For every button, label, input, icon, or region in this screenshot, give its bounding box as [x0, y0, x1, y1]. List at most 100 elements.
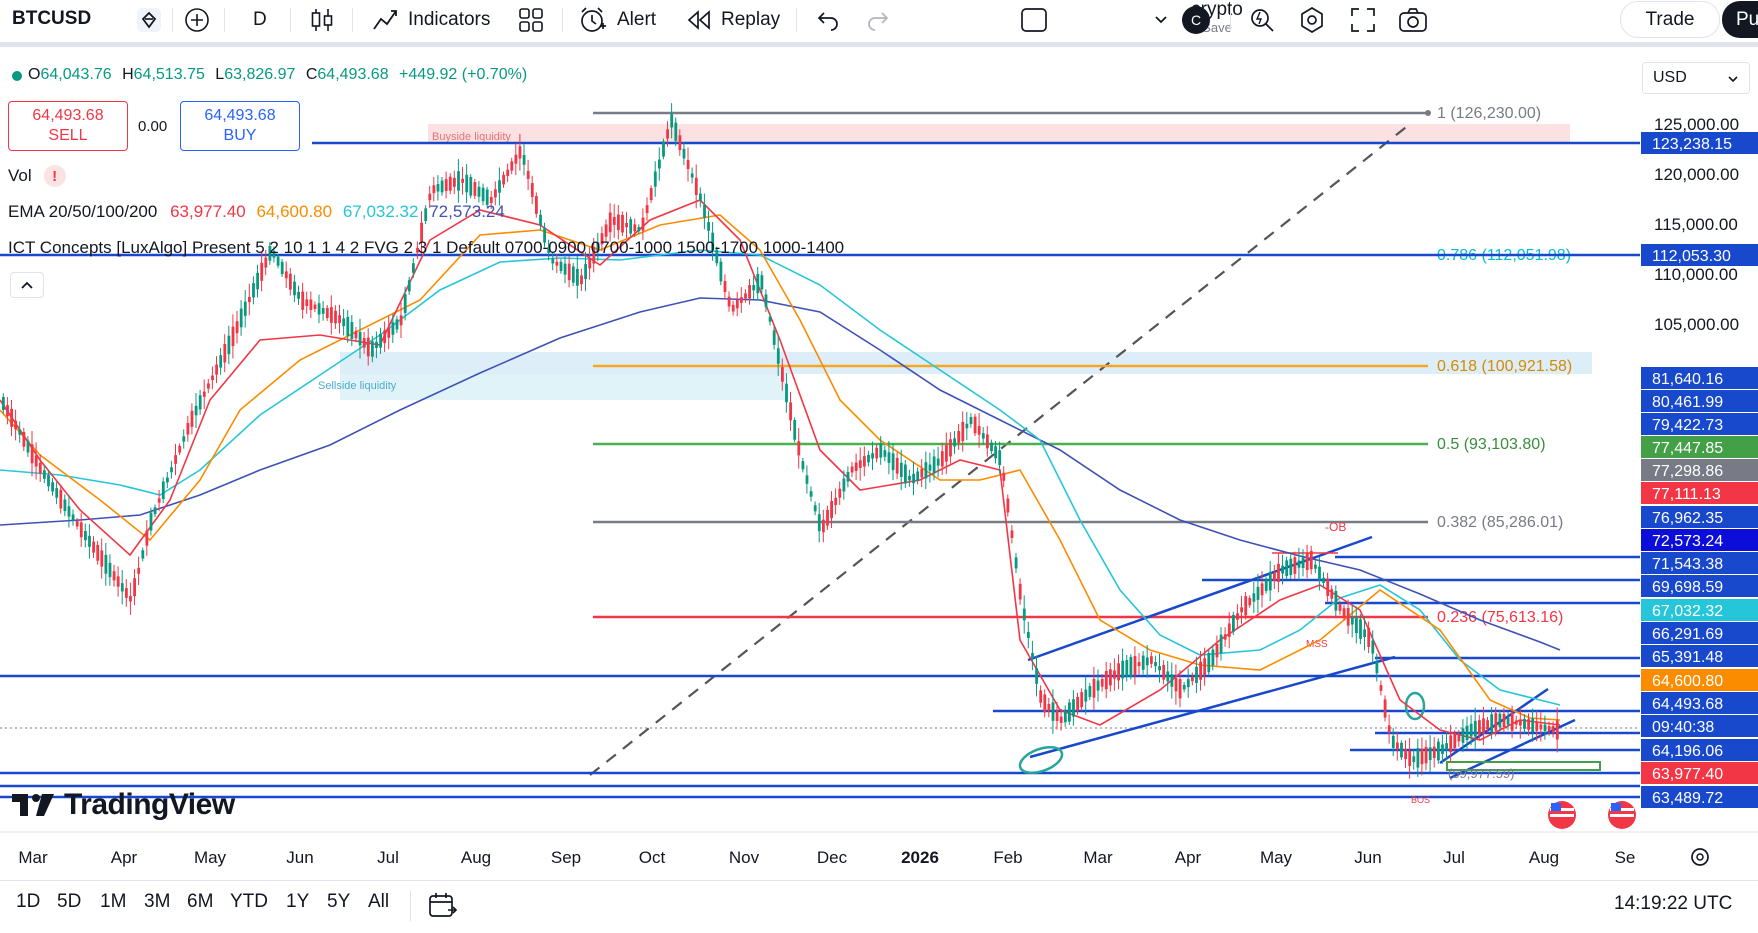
candle-body — [1519, 720, 1522, 726]
go-to-date-calendar-icon[interactable] — [428, 891, 458, 924]
candle-body — [1244, 596, 1248, 616]
candle-body — [235, 321, 239, 334]
range-1y-button[interactable]: 1Y — [286, 891, 310, 912]
candle-body — [1039, 690, 1043, 703]
candle-body — [813, 505, 817, 512]
candle-body — [157, 498, 161, 503]
utc-clock[interactable]: 14:19:22 UTC — [1614, 893, 1733, 914]
candle-body — [346, 316, 350, 336]
market-status-dot — [12, 71, 22, 81]
candle-body — [1408, 750, 1412, 766]
indicators-icon — [373, 10, 397, 30]
candle-body — [715, 249, 719, 264]
candle-body — [1449, 735, 1453, 753]
indicators-button[interactable]: Indicators — [372, 0, 490, 40]
currency-select[interactable]: USD — [1642, 62, 1750, 94]
candle-body — [1088, 686, 1092, 697]
candle-body — [1268, 571, 1272, 591]
price-chart[interactable]: Buyside liquidity Sellside liquidity 1 (… — [0, 47, 1758, 880]
candle-body — [1260, 583, 1264, 596]
candle-body — [908, 475, 911, 481]
candle-body — [1141, 655, 1145, 670]
compare-icon[interactable] — [136, 0, 162, 40]
candle-body — [506, 169, 510, 177]
candle-body — [928, 464, 932, 471]
range-5y-button[interactable]: 5Y — [327, 891, 351, 912]
candle-body — [301, 291, 305, 310]
account-button[interactable]: C — [1182, 0, 1210, 40]
candle-body — [1342, 608, 1346, 618]
collapse-legend-button[interactable] — [10, 272, 44, 298]
redo-icon[interactable] — [866, 0, 890, 40]
trade-button[interactable]: Trade — [1620, 1, 1720, 38]
range-6m-button[interactable]: 6M — [187, 891, 214, 912]
candle-body — [1391, 735, 1395, 748]
fib-label-1: 1 (126,230.00) — [1437, 105, 1541, 122]
candle-body — [1154, 662, 1157, 667]
volume-legend[interactable]: Vol ! — [8, 165, 66, 187]
candle-body — [990, 442, 993, 452]
templates-icon[interactable] — [518, 0, 544, 40]
range-all-button[interactable]: All — [368, 891, 390, 912]
us-flag-icon-2 — [1608, 801, 1636, 829]
candle-body — [1068, 702, 1071, 722]
price-label: 112,053.30 — [1641, 244, 1758, 266]
candle-body — [1096, 680, 1100, 691]
x-tick-label: Apr — [1175, 848, 1202, 867]
settings-gear-icon[interactable] — [1298, 0, 1326, 40]
range-ytd-button[interactable]: YTD — [230, 891, 268, 912]
candle-body — [711, 232, 715, 251]
candle-body — [100, 550, 104, 567]
range-5d-button[interactable]: 5D — [57, 891, 82, 912]
ema-legend[interactable]: EMA 20/50/100/200 63,977.40 64,600.80 67… — [8, 202, 505, 222]
candle-body — [1441, 744, 1444, 755]
add-symbol-icon[interactable] — [184, 0, 210, 40]
candle-body — [424, 208, 428, 222]
x-tick-label: Jul — [377, 848, 399, 867]
candle-body — [674, 122, 678, 141]
toolbar-divider — [0, 42, 1758, 47]
tradingview-logo-icon — [12, 794, 54, 816]
buyside-liquidity-label: Buyside liquidity — [432, 131, 511, 143]
layout-menu-chevron-icon[interactable] — [1154, 0, 1168, 40]
candle-body — [887, 452, 891, 463]
svg-text:77,298.86: 77,298.86 — [1652, 463, 1723, 480]
candle-body — [748, 285, 751, 299]
fullscreen-icon[interactable] — [1350, 0, 1376, 40]
svg-text:64,493.68: 64,493.68 — [1652, 696, 1723, 713]
candle-body — [309, 299, 313, 310]
candles-icon[interactable] — [310, 0, 334, 40]
layout-square-icon[interactable] — [1020, 0, 1048, 40]
buy-button[interactable]: 64,493.68 BUY — [180, 101, 300, 151]
bos-value-label: (59,977.59) — [1448, 766, 1515, 781]
symbol-search[interactable]: BTCUSD — [0, 0, 175, 38]
range-1m-button[interactable]: 1M — [100, 891, 127, 912]
undo-icon[interactable] — [816, 0, 840, 40]
candle-body — [239, 308, 243, 328]
candle-body — [670, 114, 674, 128]
candle-body — [494, 189, 497, 198]
svg-text:63,977.40: 63,977.40 — [1652, 766, 1723, 783]
snapshot-camera-icon[interactable] — [1398, 0, 1428, 40]
candle-body — [522, 155, 526, 165]
sell-button[interactable]: 64,493.68 SELL — [8, 101, 128, 151]
ict-concepts-legend[interactable]: ICT Concepts [LuxAlgo] Present 5 2 10 1 … — [8, 238, 844, 258]
range-1d-button[interactable]: 1D — [16, 891, 41, 912]
candle-body — [1514, 720, 1518, 725]
warning-icon[interactable]: ! — [43, 165, 66, 187]
quick-search-icon[interactable] — [1248, 0, 1276, 40]
price-label: 77,111.13 — [1641, 482, 1758, 504]
candle-body — [317, 303, 321, 315]
candle-body — [883, 450, 887, 457]
alert-button[interactable]: Alert — [578, 0, 656, 40]
interval-button[interactable]: D — [253, 0, 267, 40]
range-3m-button[interactable]: 3M — [144, 891, 171, 912]
replay-button[interactable]: Replay — [686, 0, 780, 40]
mss-label: MSS — [1306, 639, 1328, 650]
candle-body — [1022, 608, 1026, 621]
publish-button[interactable]: Pu — [1722, 1, 1758, 38]
candle-body — [1240, 607, 1243, 613]
candle-body — [514, 154, 518, 164]
candle-body — [137, 567, 141, 574]
candle-body — [633, 224, 637, 232]
